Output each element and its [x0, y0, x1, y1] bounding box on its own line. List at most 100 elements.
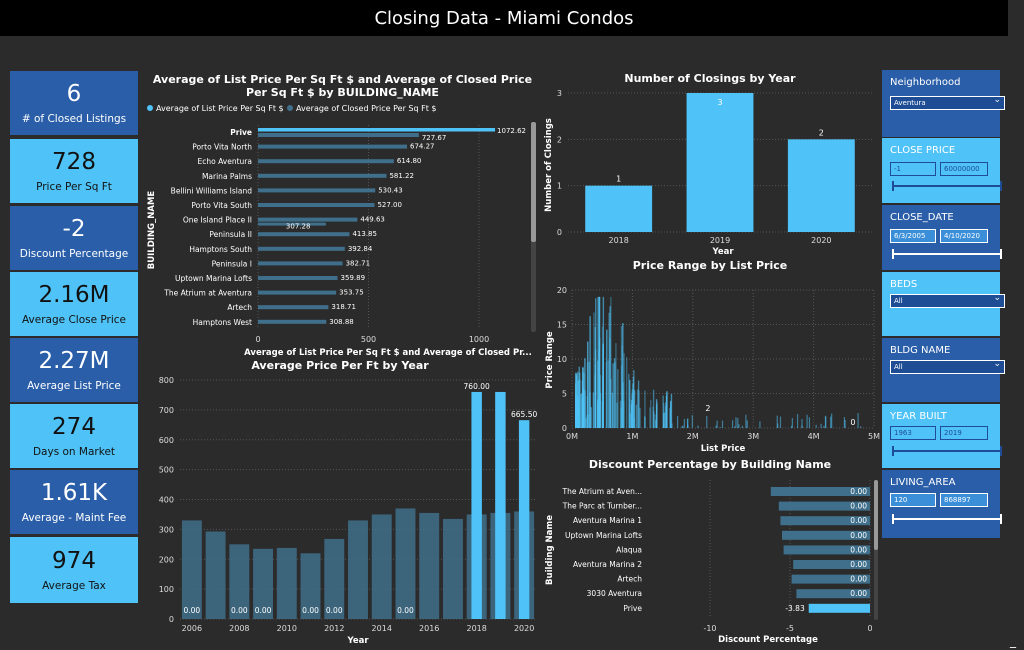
- histogram-bar: [579, 394, 582, 428]
- histogram-bar: [860, 426, 862, 428]
- histogram-bar: [576, 395, 578, 428]
- close-date-slider[interactable]: [892, 249, 1002, 259]
- histogram-bar: [653, 411, 655, 428]
- y-category-label: Porto Vita South: [191, 201, 252, 210]
- neighborhood-dropdown[interactable]: Aventura ⌄: [890, 95, 1005, 110]
- bar-closed-price: [258, 305, 329, 310]
- bar-background: [300, 553, 321, 619]
- year-built-slider-max-handle[interactable]: [1000, 446, 1002, 456]
- x-tick-label: 4M: [808, 432, 820, 441]
- close-date-slider-max-handle[interactable]: [1000, 249, 1002, 259]
- close-price-slider[interactable]: [892, 181, 1002, 191]
- living-area-slider[interactable]: [892, 514, 1002, 524]
- kpi-card: -2 Discount Percentage: [10, 206, 138, 270]
- living-area-slider-min-handle[interactable]: [892, 514, 894, 524]
- bar-closed-price: [258, 232, 350, 237]
- x-axis-title: Year: [346, 636, 369, 646]
- y-tick-label: 200: [159, 555, 174, 564]
- histogram-bar: [575, 372, 577, 428]
- close-price-max-input[interactable]: 60000000: [940, 162, 988, 176]
- x-tick-label: 1M: [626, 432, 638, 441]
- histogram-bar: [628, 373, 630, 428]
- histogram-bar: [663, 423, 665, 428]
- histogram-bar: [779, 416, 782, 428]
- data-label: 318.71: [331, 303, 356, 311]
- histogram-bar: [706, 416, 708, 428]
- histogram-bar: [796, 414, 799, 428]
- histogram-bar: [791, 418, 793, 428]
- histogram-bar: [639, 407, 641, 428]
- year-built-slider[interactable]: [892, 446, 1002, 456]
- histogram-bar: [732, 420, 734, 428]
- x-tick-label: 0: [867, 624, 872, 633]
- histogram-bar: [716, 420, 718, 428]
- bar-background: [371, 514, 392, 619]
- data-label: 2: [819, 128, 824, 137]
- histogram-bar: [621, 345, 623, 428]
- kpi-value: 2.27M: [38, 348, 110, 374]
- close-date-end-input[interactable]: 4/10/2020: [940, 229, 988, 243]
- kpi-value: 728: [52, 149, 96, 175]
- y-tick-label: 3: [557, 89, 562, 98]
- bar-discount: [778, 501, 870, 511]
- bar-background: [419, 512, 440, 619]
- bar-highlight: [495, 391, 506, 619]
- close-price-min-input[interactable]: -1: [890, 162, 936, 176]
- year-built-max-input[interactable]: 2019: [940, 426, 988, 440]
- data-label: 0.00: [326, 606, 343, 615]
- kpi-label: # of Closed Listings: [21, 113, 127, 125]
- living-area-slider-max-handle[interactable]: [1000, 514, 1002, 524]
- data-label: 0.00: [302, 606, 319, 615]
- close-price-slider-min-handle[interactable]: [892, 181, 894, 191]
- minimize-icon[interactable]: _: [1010, 634, 1016, 648]
- x-tick-label: -5: [786, 624, 794, 633]
- x-axis-title: Year: [711, 247, 734, 257]
- close-date-slider-min-handle[interactable]: [892, 249, 894, 259]
- histogram-bar: [662, 395, 664, 428]
- y-category-label: The Atrium at Aven...: [562, 487, 642, 496]
- histogram-bar: [664, 405, 667, 428]
- histogram-bar: [670, 400, 672, 428]
- y-category-label: Porto Vita North: [192, 143, 252, 152]
- bar-closed-price: [258, 222, 326, 226]
- bldg-name-dropdown[interactable]: All ⌄: [890, 359, 1005, 374]
- beds-dropdown[interactable]: All ⌄: [890, 293, 1005, 308]
- living-area-max-input[interactable]: 868897: [940, 493, 988, 507]
- histogram-bar: [602, 343, 604, 428]
- data-label: 307.28: [286, 223, 311, 231]
- data-label: 308.88: [329, 318, 354, 326]
- y-category-label: Bellini Williams Island: [171, 186, 253, 195]
- data-label: 0.00: [850, 589, 867, 598]
- data-label: 0.00: [231, 606, 248, 615]
- histogram-bar: [576, 397, 578, 428]
- histogram-bar: [687, 424, 689, 428]
- year-built-slider-min-handle[interactable]: [892, 446, 894, 456]
- y-tick-label: 400: [159, 496, 174, 505]
- year-built-min-input[interactable]: 1963: [890, 426, 936, 440]
- histogram-bar: [594, 364, 597, 428]
- y-category-label: Aventura Marina 1: [573, 516, 642, 525]
- close-date-start-input[interactable]: 6/3/2005: [890, 229, 936, 243]
- close-price-slider-max-handle[interactable]: [1000, 181, 1002, 191]
- living-area-min-input[interactable]: 120: [890, 493, 936, 507]
- kpi-label: Days on Market: [32, 446, 116, 458]
- y-tick-label: 0: [557, 228, 562, 237]
- histogram-bar: [815, 424, 817, 428]
- histogram-bar: [746, 420, 748, 428]
- histogram-bar: [625, 357, 628, 428]
- chevron-down-icon: ⌄: [993, 293, 1001, 303]
- y-tick-label: 10: [557, 355, 567, 364]
- histogram-bar: [790, 425, 793, 428]
- legend-marker: [287, 105, 293, 111]
- kpi-card: 6 # of Closed Listings: [10, 71, 138, 135]
- histogram-bar: [831, 413, 833, 428]
- histogram-bar: [777, 423, 779, 428]
- data-label: 727.67: [422, 134, 447, 142]
- y-tick-label: 0: [169, 615, 174, 624]
- x-tick-label: 2020: [514, 624, 534, 633]
- data-label: 382.71: [346, 259, 371, 267]
- bar-background: [442, 518, 463, 619]
- discount-building-title: Discount Percentage by Building Name: [588, 458, 832, 471]
- slicer-beds: BEDS All ⌄: [882, 272, 1005, 336]
